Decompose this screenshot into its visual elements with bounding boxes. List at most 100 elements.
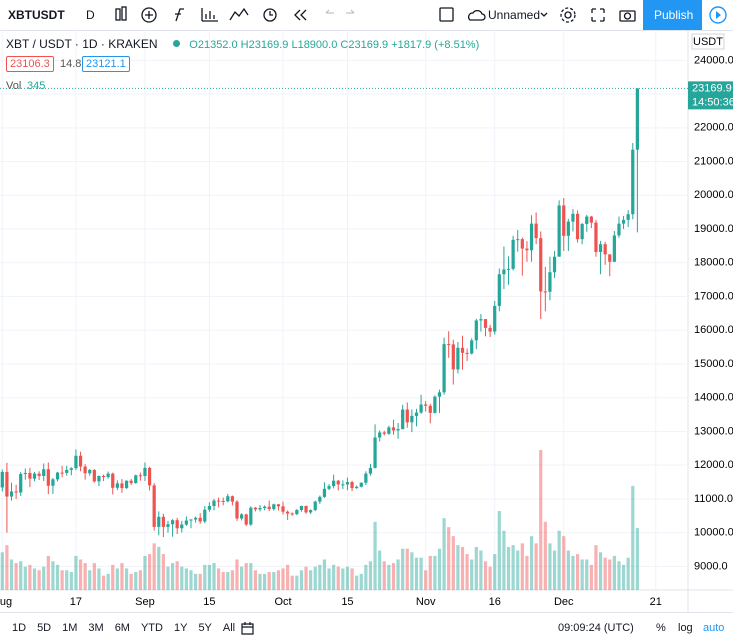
range-button[interactable]: 1D bbox=[12, 622, 27, 634]
volume-bar bbox=[322, 559, 327, 590]
last-price-tag bbox=[688, 81, 733, 110]
volume-bar bbox=[387, 564, 391, 590]
volume-bar bbox=[470, 559, 474, 590]
play-icon[interactable] bbox=[708, 5, 728, 25]
toolbar-icons[interactable] bbox=[110, 5, 430, 25]
log-toggle[interactable]: log bbox=[678, 622, 693, 634]
y-tick-label: 14000.0 bbox=[694, 392, 733, 404]
candle-body bbox=[0, 471, 4, 488]
volume-bar bbox=[493, 554, 497, 590]
legend-change: +1817.9 (+8.51%) bbox=[391, 39, 480, 51]
last-price: 23169.9 bbox=[692, 82, 732, 94]
volume-bar bbox=[437, 548, 442, 590]
candle-body bbox=[368, 467, 373, 474]
volume-bar bbox=[543, 521, 547, 590]
volume-bar bbox=[32, 568, 37, 590]
layout-name[interactable]: Unnamed bbox=[488, 8, 541, 22]
volume-bar bbox=[594, 545, 598, 590]
clock[interactable]: 09:09:24 (UTC) bbox=[558, 622, 634, 634]
volume-bar bbox=[355, 575, 359, 590]
y-tick-label: 15000.0 bbox=[694, 358, 733, 370]
goto-date-icon[interactable] bbox=[240, 621, 256, 637]
candle-body bbox=[465, 352, 469, 354]
candle-body bbox=[534, 223, 538, 239]
volume-bar bbox=[562, 536, 566, 590]
volume-bar bbox=[451, 536, 455, 590]
volume-bar bbox=[378, 550, 382, 590]
candle-body bbox=[184, 520, 188, 525]
publish-label[interactable]: Publish bbox=[654, 8, 694, 22]
range-button[interactable]: 6M bbox=[114, 622, 130, 634]
candle-body bbox=[539, 238, 543, 292]
range-button[interactable]: 3M bbox=[88, 622, 104, 634]
spread: 14.8 bbox=[60, 58, 82, 70]
range-button[interactable]: All bbox=[222, 622, 236, 634]
volume-bar bbox=[391, 563, 396, 590]
volume-bar bbox=[479, 550, 483, 590]
candle-body bbox=[474, 320, 478, 341]
volume-bar bbox=[396, 559, 400, 590]
range-button[interactable]: YTD bbox=[140, 622, 163, 634]
volume-bar bbox=[382, 561, 386, 590]
range-button[interactable]: 5Y bbox=[198, 622, 212, 634]
bottom-bar: 1D 5D 1M 3M 6M YTD 1Y 5Y All 09:09:24 (UTC) % lo… bbox=[0, 612, 733, 644]
x-tick-label: Sep bbox=[135, 596, 155, 608]
interval[interactable]: D bbox=[86, 8, 95, 22]
candle-body bbox=[414, 412, 419, 416]
candle-body bbox=[391, 427, 396, 431]
currency-box bbox=[691, 33, 725, 50]
volume-bar bbox=[502, 530, 506, 590]
volume-bar bbox=[368, 561, 373, 590]
auto-toggle[interactable]: auto bbox=[703, 622, 725, 634]
volume-bar bbox=[290, 575, 294, 590]
candle-body bbox=[152, 485, 156, 527]
candle-body bbox=[483, 319, 488, 328]
candle-body bbox=[608, 254, 612, 262]
bid: 23106.3 bbox=[6, 56, 54, 72]
volume-bar bbox=[37, 570, 41, 590]
candle-body bbox=[585, 216, 589, 224]
candle-body bbox=[97, 475, 101, 482]
candle-body bbox=[350, 482, 354, 489]
volume-bar bbox=[552, 550, 557, 590]
volume-bar bbox=[23, 566, 27, 590]
candle-body bbox=[272, 504, 276, 510]
candle-body bbox=[543, 291, 547, 293]
candle-body bbox=[46, 469, 50, 486]
volume-bar bbox=[529, 536, 534, 590]
volume-bar bbox=[295, 575, 299, 590]
volume-bar bbox=[106, 573, 110, 590]
candle-body bbox=[364, 473, 368, 483]
volume-bar bbox=[341, 568, 345, 590]
candle-body bbox=[511, 239, 515, 269]
toolbar-icons-right[interactable] bbox=[436, 5, 636, 25]
candle-body bbox=[60, 472, 64, 474]
volume-bar bbox=[442, 518, 446, 590]
candle-body bbox=[161, 516, 165, 527]
candle-body bbox=[355, 486, 359, 489]
candle-body bbox=[78, 455, 83, 467]
candle-body bbox=[226, 496, 230, 502]
range-button[interactable]: 1Y bbox=[173, 622, 188, 634]
volume-bar bbox=[428, 555, 432, 590]
symbol[interactable]: XBTUSDT bbox=[8, 8, 65, 22]
volume-bar bbox=[55, 564, 60, 590]
range-button[interactable]: 5D bbox=[37, 622, 52, 634]
range-button[interactable]: 1M bbox=[62, 622, 78, 634]
candle-body bbox=[520, 239, 524, 249]
volume-bar bbox=[566, 550, 570, 590]
candle-body bbox=[83, 466, 87, 474]
candle-body bbox=[157, 516, 161, 527]
candle-body bbox=[345, 482, 350, 485]
volume-bar bbox=[575, 554, 580, 590]
candle-body bbox=[267, 506, 271, 510]
candle-body bbox=[525, 248, 529, 251]
percent-toggle[interactable]: % bbox=[656, 622, 666, 634]
y-tick-label: 11000.0 bbox=[694, 493, 733, 505]
publish-button[interactable]: Publish bbox=[643, 0, 702, 30]
volume-bar bbox=[516, 550, 520, 590]
volume-bar bbox=[263, 573, 267, 590]
candle-body bbox=[479, 319, 483, 321]
candle-body bbox=[249, 507, 253, 525]
